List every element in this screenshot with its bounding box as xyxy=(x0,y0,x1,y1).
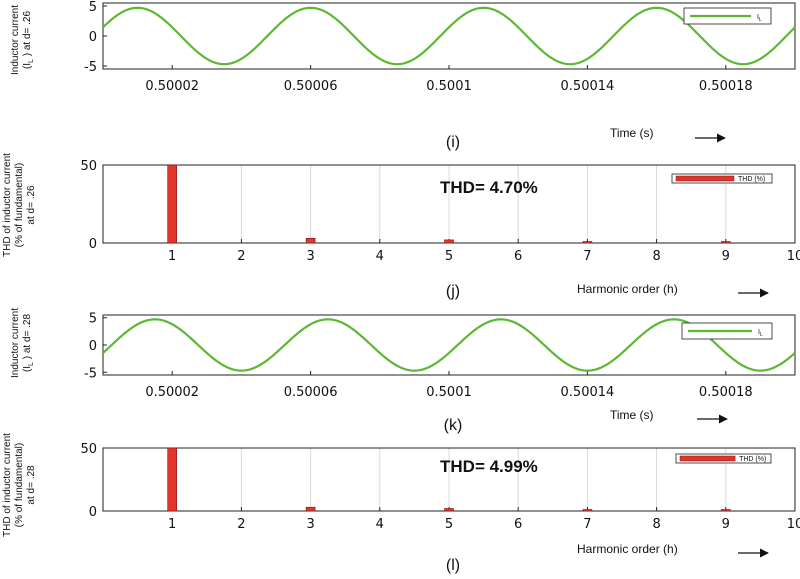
y-tick-label: 0 xyxy=(89,30,97,45)
y-axis-label: THD of inductor current(% of fundamental… xyxy=(2,153,37,257)
legend-label: IL xyxy=(757,14,762,23)
y-axis-label-line: at d= .26 xyxy=(26,185,37,225)
x-tick-label: 10 xyxy=(787,517,800,532)
y-axis-label-subscript: L xyxy=(28,362,35,366)
legend-label-sub: L xyxy=(759,17,762,23)
y-axis-label: THD of inductor current(% of fundamental… xyxy=(2,433,37,537)
x-tick-label: 0.50002 xyxy=(145,79,199,94)
x-tick-label: 2 xyxy=(237,517,245,532)
x-tick-label: 3 xyxy=(306,517,314,532)
y-tick-label: 50 xyxy=(80,442,97,457)
panel-i: 50-50.50002 0.50006 0.5001 0.50014 0.50018IL… xyxy=(10,0,796,151)
x-tick-label: 5 xyxy=(445,517,453,532)
x-tick-label: 0.5001 xyxy=(426,385,472,400)
series-line xyxy=(102,318,796,372)
panel-caption: (j) xyxy=(446,283,460,300)
legend-swatch xyxy=(679,455,736,462)
y-tick-label: 50 xyxy=(80,159,97,174)
legend-label: THD (%) xyxy=(739,456,766,463)
x-tick-label: 8 xyxy=(652,249,660,264)
panel-j: 50 0 1 2 3 4 5 6 7 8 9 10 THD= 4.70% THD (%) THD of in… xyxy=(2,153,800,300)
x-tick-label: 0.50006 xyxy=(284,79,338,94)
legend-label-main: I xyxy=(758,329,760,336)
x-axis-label: Harmonic order (h) xyxy=(577,282,678,296)
y-axis-label-tail: ) at d= .28 xyxy=(22,314,33,363)
x-tick-label: 10 xyxy=(787,249,800,264)
y-axis-label-line: (% of fundamental) xyxy=(14,163,25,248)
panel-caption: (l) xyxy=(446,557,460,574)
x-tick-label: 7 xyxy=(583,249,591,264)
x-tick-label: 0.50014 xyxy=(561,385,615,400)
y-axis-label-line: (IL ) at d= .28 xyxy=(22,314,35,373)
y-tick-label: 0 xyxy=(89,505,97,520)
x-tick-label: 0.50014 xyxy=(561,79,615,94)
y-axis-label-tail: ) at d= .26 xyxy=(22,11,33,60)
y-axis-label-line: Inductor current xyxy=(10,5,21,75)
legend-label-main: I xyxy=(757,14,759,21)
x-tick-label: 1 xyxy=(168,517,176,532)
x-tick-label: 4 xyxy=(376,517,384,532)
x-tick-label: 4 xyxy=(376,249,384,264)
y-axis-label: Inductor current(IL ) at d= .26 xyxy=(10,5,35,75)
y-tick-label: 5 xyxy=(89,312,97,327)
bar xyxy=(444,239,454,244)
x-tick-label: 0.50002 xyxy=(145,385,199,400)
legend-label: IL xyxy=(758,329,763,338)
y-tick-label: -5 xyxy=(84,60,97,75)
x-tick-label: 1 xyxy=(168,249,176,264)
panel-l: 50 0 1 2 3 4 5 6 7 8 9 10 THD= 4.99% THD (%) THD of in… xyxy=(2,433,800,574)
y-axis-label-subscript: L xyxy=(28,59,35,63)
bar xyxy=(167,164,177,244)
panel-caption: (k) xyxy=(444,417,463,434)
x-tick-label: 3 xyxy=(306,249,314,264)
panel-caption: (i) xyxy=(446,134,460,151)
y-tick-label: -5 xyxy=(84,366,97,381)
y-axis-label-line: Inductor current xyxy=(10,308,21,378)
x-tick-label: 8 xyxy=(652,517,660,532)
y-axis-label-line: THD of inductor current xyxy=(2,433,13,537)
x-tick-label: 2 xyxy=(237,249,245,264)
y-axis-label-line: (IL ) at d= .26 xyxy=(22,11,35,70)
y-axis-label-line: (% of fundamental) xyxy=(14,443,25,528)
thd-annotation: THD= 4.99% xyxy=(440,457,538,476)
y-axis-label-line: at d= .28 xyxy=(26,465,37,505)
legend-swatch xyxy=(675,175,735,182)
y-axis-label: Inductor current(IL ) at d= .28 xyxy=(10,308,35,378)
x-tick-label: 0.50018 xyxy=(699,79,753,94)
bar xyxy=(582,509,593,512)
bar xyxy=(720,241,731,244)
x-tick-label: 0.5001 xyxy=(426,79,472,94)
y-tick-label: 0 xyxy=(89,339,97,354)
bar xyxy=(444,508,454,512)
x-tick-label: 9 xyxy=(722,249,730,264)
x-tick-label: 9 xyxy=(722,517,730,532)
legend-label-sub: L xyxy=(760,332,763,338)
thd-annotation: THD= 4.70% xyxy=(440,178,538,197)
panel-k: 50-50.50002 0.50006 0.5001 0.50014 0.50018IL… xyxy=(10,308,796,434)
x-tick-label: 6 xyxy=(514,517,522,532)
y-tick-label: 0 xyxy=(89,237,97,252)
bar xyxy=(582,241,593,244)
x-axis-label: Time (s) xyxy=(610,126,654,140)
bar xyxy=(167,447,177,512)
y-axis-label-line: THD of inductor current xyxy=(2,153,13,257)
x-tick-label: 0.50018 xyxy=(699,385,753,400)
x-tick-label: 0.50006 xyxy=(284,385,338,400)
y-tick-label: 5 xyxy=(89,0,97,15)
legend-label: THD (%) xyxy=(738,176,765,183)
bar xyxy=(305,238,316,244)
x-axis-label: Harmonic order (h) xyxy=(577,542,678,556)
x-tick-label: 5 xyxy=(445,249,453,264)
bar xyxy=(720,509,731,512)
x-tick-label: 6 xyxy=(514,249,522,264)
series-line xyxy=(102,6,796,66)
bar xyxy=(305,506,316,512)
x-axis-label: Time (s) xyxy=(610,408,654,422)
x-tick-label: 7 xyxy=(583,517,591,532)
